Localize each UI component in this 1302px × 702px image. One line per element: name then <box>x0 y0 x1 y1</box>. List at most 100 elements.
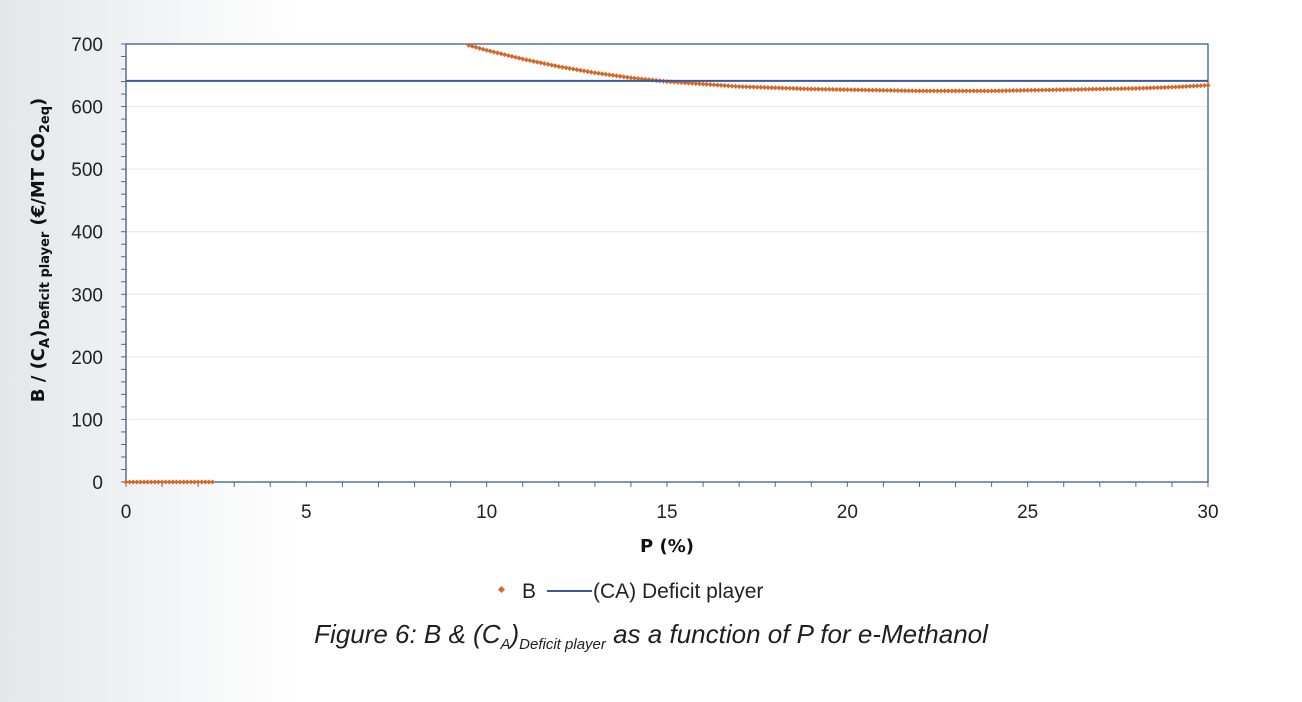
x-tick-label-10: 10 <box>476 502 497 523</box>
series-b-point <box>1129 85 1135 92</box>
series-b-point <box>130 479 136 485</box>
series-b-point <box>1172 84 1179 90</box>
y-axis-title: B / (CA)Deficit player (€/MT CO2eq) <box>28 98 53 403</box>
y-tick-label-600: 600 <box>71 98 103 119</box>
y-tick-label-200: 200 <box>71 348 103 369</box>
series-b-point <box>1183 83 1189 89</box>
series-b-point <box>177 479 183 485</box>
series-b-point <box>689 80 695 86</box>
y-axis-title-sub-2eq: 2eq <box>38 106 53 133</box>
series-b-point <box>1093 86 1099 92</box>
legend-label-ca: (CA) Deficit player <box>593 580 763 603</box>
x-tick-label-30: 30 <box>1197 502 1218 523</box>
y-axis-title-mid: ) <box>28 330 49 338</box>
caption-sub-player: Deficit player <box>519 636 606 654</box>
series-b-point <box>1201 82 1207 89</box>
series-b-point <box>837 87 843 93</box>
series-b-point <box>1039 87 1045 93</box>
series-b-point <box>491 49 497 55</box>
series-b-point <box>206 479 212 485</box>
caption-suffix: as a function of P for e-Methanol <box>605 619 988 649</box>
legend: B (CA) Deficit player <box>497 580 763 603</box>
series-b-point <box>812 86 818 92</box>
series-b-point <box>1050 87 1056 93</box>
series-b-point <box>1043 87 1049 93</box>
caption-close: ) <box>510 619 520 649</box>
series-b-point <box>769 85 775 91</box>
y-axis-title-sub-player: Deficit player <box>38 231 53 330</box>
series-b-point <box>1057 87 1063 93</box>
series-b-point <box>902 88 908 94</box>
series-b-point <box>841 87 847 93</box>
series-b-point <box>552 63 558 69</box>
series-b-point <box>1187 83 1193 89</box>
y-tick-label-400: 400 <box>71 223 103 244</box>
series-b-point <box>173 479 180 485</box>
series-b-point <box>1053 87 1060 93</box>
series-b-point <box>210 479 216 485</box>
series-b-point <box>1097 86 1103 92</box>
series-b-point <box>1133 85 1139 91</box>
series-b-point <box>1090 86 1096 92</box>
series-b-point <box>188 479 194 485</box>
series-b-point <box>700 81 706 87</box>
series-b-point <box>127 479 133 485</box>
series-b-point <box>1007 88 1013 94</box>
y-tick-label-300: 300 <box>71 285 103 306</box>
x-tick-label-25: 25 <box>1017 502 1038 523</box>
series-b-point <box>1122 86 1128 92</box>
x-tick-label-5: 5 <box>301 502 312 523</box>
series-b-point <box>711 82 717 88</box>
y-tick-labels: 0 100 200 300 400 500 600 700 <box>71 35 103 494</box>
caption-prefix: Figure 6: B & (C <box>314 619 501 649</box>
minor-ticks <box>121 43 1209 487</box>
series-b-point <box>1176 84 1182 90</box>
x-axis-title: P (%) <box>640 536 694 557</box>
y-tick-label-100: 100 <box>71 410 103 431</box>
series-b-point <box>1046 87 1052 93</box>
series-b-point <box>1086 86 1092 92</box>
series-b-point <box>1136 85 1143 91</box>
y-tick-label-500: 500 <box>71 160 103 181</box>
series-b-point <box>1126 86 1132 92</box>
caption-sub-a: A <box>500 636 511 654</box>
series-b-point <box>166 479 172 485</box>
series-b-point <box>145 479 151 485</box>
series-b-point <box>141 479 147 485</box>
gridlines <box>126 106 1208 420</box>
series-b-point <box>567 65 573 71</box>
series-b-point <box>199 479 205 485</box>
series-b-point <box>722 83 728 89</box>
plot-area-background <box>126 44 1208 482</box>
series-b-point <box>159 479 165 485</box>
series-b-point <box>859 87 865 93</box>
y-axis-title-sub-a: A <box>38 338 53 348</box>
series-b-point <box>152 479 158 485</box>
series-b-point <box>181 479 187 485</box>
y-axis-title-prefix: B / (C <box>28 348 49 402</box>
series-b-point <box>516 55 522 61</box>
series-b-point <box>1082 86 1088 92</box>
series-b-point <box>184 479 190 485</box>
series-b-point <box>581 68 587 74</box>
series-b-point <box>155 479 162 485</box>
series-b-point <box>776 85 782 91</box>
series-b-point <box>1144 85 1150 91</box>
y-tick-label-700: 700 <box>71 35 103 56</box>
series-b-point <box>1205 82 1211 88</box>
legend-label-b: B <box>522 580 536 603</box>
x-tick-label-15: 15 <box>656 502 677 523</box>
series-b-point <box>1154 85 1161 91</box>
series-b-point <box>758 84 764 90</box>
y-axis-title-unit: (€/MT CO <box>28 133 49 232</box>
x-tick-labels: 0 5 10 15 20 25 30 <box>121 502 1219 523</box>
x-tick-label-20: 20 <box>837 502 858 523</box>
series-b-point <box>163 479 169 485</box>
legend-marker-b <box>497 585 506 594</box>
y-tick-label-0: 0 <box>92 473 103 494</box>
series-b-point <box>747 84 753 90</box>
series-b-point <box>134 479 140 485</box>
series-b-point <box>202 479 208 485</box>
y-axis-title-end: ) <box>28 98 49 106</box>
